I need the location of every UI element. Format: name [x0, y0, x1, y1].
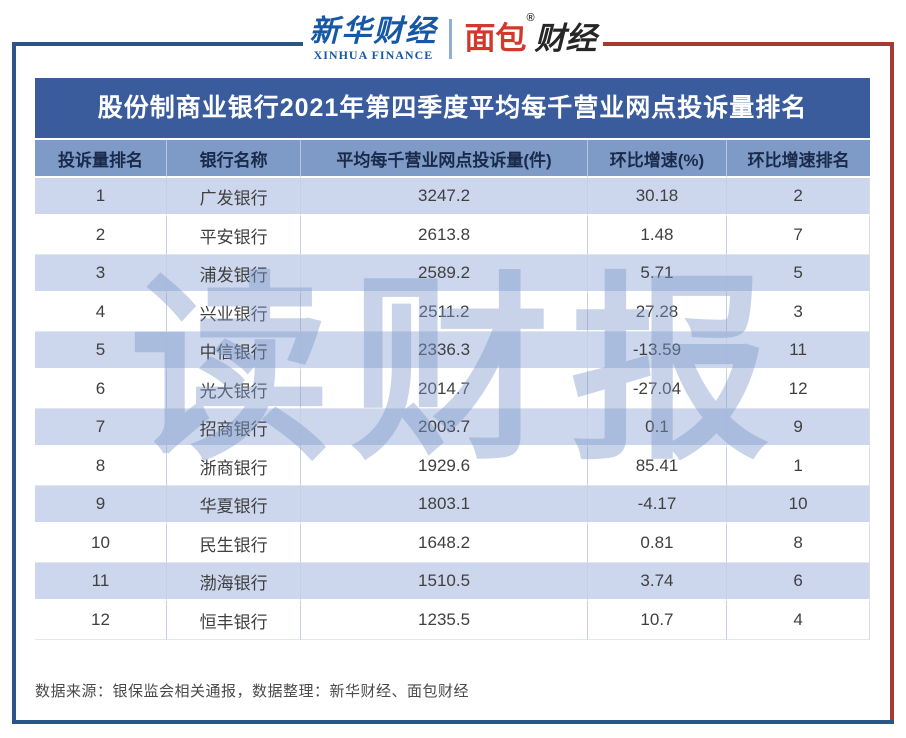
table-cell: 27.28 [587, 293, 728, 332]
column-header-0: 投诉量排名 [35, 140, 167, 178]
table-cell: 恒丰银行 [166, 601, 302, 640]
table-cell: 2 [727, 178, 870, 216]
table-cell: 渤海银行 [166, 563, 302, 601]
table-cell: 12 [35, 601, 167, 640]
table-cell: 5.71 [587, 255, 728, 293]
table-cell: 5 [35, 332, 167, 370]
table-cell: 3.74 [587, 563, 728, 601]
table-cell: 1803.1 [301, 486, 588, 524]
table-cell: 0.1 [587, 409, 728, 447]
table-cell: 0.81 [587, 524, 728, 563]
table-cell: 1 [727, 447, 870, 486]
table-cell: 2336.3 [301, 332, 588, 370]
table-cell: 9 [35, 486, 167, 524]
table-cell: -4.17 [587, 486, 728, 524]
table-cell: 中信银行 [166, 332, 302, 370]
table-cell: 12 [727, 370, 870, 409]
table-row: 1 广发银行 3247.2 30.18 2 [35, 178, 870, 216]
table-cell: 1235.5 [301, 601, 588, 640]
table-cell: 7 [727, 216, 870, 255]
table-cell: 8 [35, 447, 167, 486]
table-cell: 民生银行 [166, 524, 302, 563]
table-cell: 浦发银行 [166, 255, 302, 293]
table-row: 9 华夏银行 1803.1 -4.17 10 [35, 486, 870, 524]
table-title: 股份制商业银行2021年第四季度平均每千营业网点投诉量排名 [35, 78, 870, 138]
table-cell: 1 [35, 178, 167, 216]
mianbao-logo-red-part: 面包 [464, 21, 527, 56]
table-cell: 平安银行 [166, 216, 302, 255]
table-cell: -27.04 [587, 370, 728, 409]
table-cell: 9 [727, 409, 870, 447]
table-cell: 1648.2 [301, 524, 588, 563]
table-cell: 3 [35, 255, 167, 293]
table-cell: 5 [727, 255, 870, 293]
table-cell: 8 [727, 524, 870, 563]
table-cell: 10 [35, 524, 167, 563]
table-row: 4 兴业银行 2511.2 27.28 3 [35, 293, 870, 332]
table-cell: 10 [727, 486, 870, 524]
table-cell: 4 [727, 601, 870, 640]
table-cell: 华夏银行 [166, 486, 302, 524]
xinhua-logo-en: XINHUA FINANCE [313, 48, 434, 62]
frame-left-line [12, 42, 16, 724]
table-row: 2 平安银行 2613.8 1.48 7 [35, 216, 870, 255]
table-row: 6 光大银行 2014.7 -27.04 12 [35, 370, 870, 409]
column-header-1: 银行名称 [166, 140, 302, 178]
column-header-2: 平均每千营业网点投诉量(件) [301, 140, 588, 178]
table-cell: 广发银行 [166, 178, 302, 216]
logo-bar: 新华财经 XINHUA FINANCE 面包®财经 [303, 8, 603, 70]
xinhua-finance-logo: 新华财经 XINHUA FINANCE [309, 15, 437, 63]
table-cell: 1.48 [587, 216, 728, 255]
column-header-3: 环比增速(%) [587, 140, 728, 178]
table-cell: 2511.2 [301, 293, 588, 332]
table-body: 1 广发银行 3247.2 30.18 2 2 平安银行 2613.8 1.48 7 3 浦发银行 25… [35, 178, 870, 640]
table-cell: 2613.8 [301, 216, 588, 255]
table-cell: 85.41 [587, 447, 728, 486]
table-row: 10 民生银行 1648.2 0.81 8 [35, 524, 870, 563]
xinhua-logo-cn: 新华财经 [309, 15, 438, 48]
table-row: 7 招商银行 2003.7 0.1 9 [35, 409, 870, 447]
table-cell: 6 [727, 563, 870, 601]
table-row: 12 恒丰银行 1235.5 10.7 4 [35, 601, 870, 640]
registered-trademark-icon: ® [526, 12, 535, 24]
table-cell: 7 [35, 409, 167, 447]
table-cell: -13.59 [587, 332, 728, 370]
table-cell: 11 [35, 563, 167, 601]
table-cell: 浙商银行 [166, 447, 302, 486]
table-cell: 30.18 [587, 178, 728, 216]
table-cell: 1929.6 [301, 447, 588, 486]
table-row: 8 浙商银行 1929.6 85.41 1 [35, 447, 870, 486]
table-cell: 4 [35, 293, 167, 332]
data-source-note: 数据来源：银保监会相关通报，数据整理：新华财经、面包财经 [35, 683, 470, 700]
table-cell: 招商银行 [166, 409, 302, 447]
table-row: 5 中信银行 2336.3 -13.59 11 [35, 332, 870, 370]
mianbao-finance-logo: 面包®财经 [464, 8, 596, 70]
table-cell: 光大银行 [166, 370, 302, 409]
frame-right-line [890, 42, 894, 724]
frame-top-right-line [598, 42, 894, 46]
column-header-4: 环比增速排名 [727, 140, 870, 178]
table-cell: 3 [727, 293, 870, 332]
mianbao-logo-dark-part: 财经 [534, 21, 597, 56]
table-row: 3 浦发银行 2589.2 5.71 5 [35, 255, 870, 293]
table-cell: 11 [727, 332, 870, 370]
table-cell: 6 [35, 370, 167, 409]
table-cell: 10.7 [587, 601, 728, 640]
frame-top-left-line [12, 42, 318, 46]
logo-divider [449, 19, 453, 59]
table-cell: 2003.7 [301, 409, 588, 447]
frame-bottom-line [12, 720, 894, 724]
table-row: 11 渤海银行 1510.5 3.74 6 [35, 563, 870, 601]
table-cell: 3247.2 [301, 178, 588, 216]
table-cell: 2589.2 [301, 255, 588, 293]
table-cell: 1510.5 [301, 563, 588, 601]
table-cell: 2 [35, 216, 167, 255]
ranking-table: 投诉量排名 银行名称 平均每千营业网点投诉量(件) 环比增速(%) 环比增速排名 1 广发… [35, 140, 870, 640]
table-header-row: 投诉量排名 银行名称 平均每千营业网点投诉量(件) 环比增速(%) 环比增速排名 [35, 140, 870, 178]
table-cell: 2014.7 [301, 370, 588, 409]
table-cell: 兴业银行 [166, 293, 302, 332]
